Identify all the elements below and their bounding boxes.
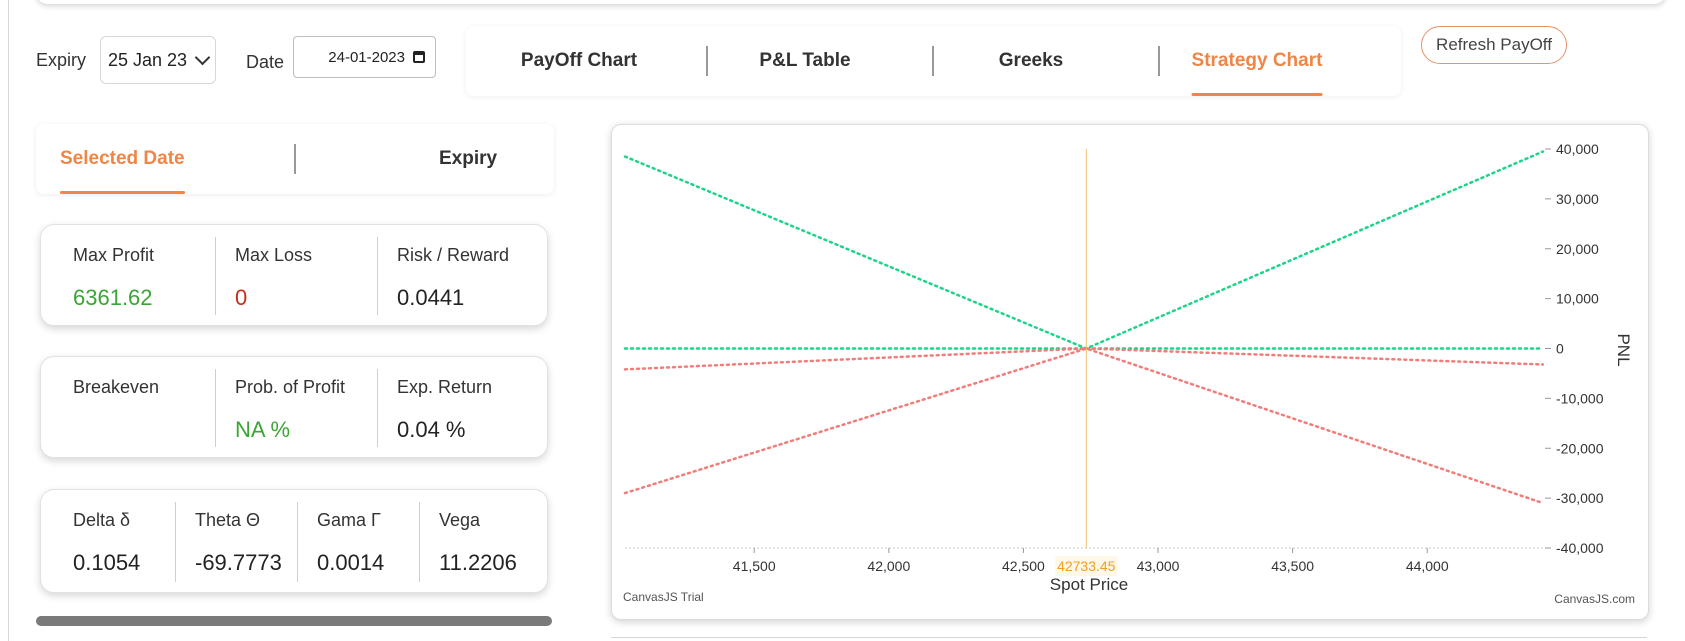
y-tick-label: -30,000 (1556, 490, 1604, 506)
top-panel-edge (36, 0, 1666, 4)
card-divider (297, 502, 298, 582)
spot-price-label-bg (1055, 556, 1118, 576)
expiry-label: Expiry (36, 50, 87, 70)
active-subtab-underline (60, 191, 185, 194)
x-tick-label: 44,000 (1406, 558, 1449, 574)
expiry-value: 25 Jan 23 (107, 49, 188, 70)
tab-pl-table[interactable]: P&L Table (759, 50, 851, 71)
y-tick-label: -10,000 (1556, 390, 1604, 406)
y-tick-label: 20,000 (1556, 241, 1599, 257)
tab-selected-date[interactable]: Selected Date (60, 124, 185, 194)
strategy-chart: 41,500 42,000 42,500 43,000 43,500 44,000 40,0… (623, 141, 1635, 606)
x-tick-label: 42,000 (867, 558, 910, 574)
card-divider (377, 237, 378, 315)
card-divider (215, 237, 216, 315)
active-tab-underline (1191, 93, 1323, 96)
greek-gamma: Gama Γ 0.0014 (317, 510, 385, 575)
x-tick-label: 41,500 (733, 558, 776, 574)
chevron-down-icon (194, 49, 211, 65)
breakeven-card: Breakeven Prob. of Profit NA % Exp. Retu… (40, 356, 548, 458)
stat-max-profit: Max Profit 6361.62 (73, 245, 155, 310)
greeks-card: Delta δ 0.1054 Theta Θ -69.7773 Gama Γ 0… (40, 489, 548, 593)
date-input[interactable]: 24-01-2023 (293, 36, 436, 78)
y-tick-label: 40,000 (1556, 141, 1599, 157)
chart-watermark-left: CanvasJS Trial (623, 590, 704, 604)
card-divider (377, 369, 378, 447)
tab-divider (932, 46, 934, 76)
stat-max-loss: Max Loss 0 (235, 245, 313, 310)
stat-risk-reward: Risk / Reward 0.0441 (397, 245, 510, 310)
greek-theta: Theta Θ -69.7773 (195, 510, 282, 575)
x-tick-label: 43,500 (1271, 558, 1314, 574)
y-tick-label: 10,000 (1556, 291, 1599, 307)
bottom-divider (611, 637, 1647, 638)
profit-loss-card: Max Profit 6361.62 Max Loss 0 Risk / Rew… (40, 224, 548, 326)
y-tick-label: 0 (1556, 341, 1564, 357)
chart-watermark-right: CanvasJS.com (1554, 592, 1635, 606)
greek-delta: Delta δ 0.1054 (73, 510, 141, 575)
date-mode-tabs: Selected Date Expiry (36, 124, 554, 194)
x-tick-label: 43,000 (1137, 558, 1180, 574)
card-divider (419, 502, 420, 582)
expiry-select[interactable]: 25 Jan 23 (100, 36, 216, 84)
y-tick-label: -20,000 (1556, 440, 1604, 456)
subtab-divider (294, 144, 296, 174)
series-line (623, 150, 1545, 350)
tab-expiry[interactable]: Expiry (439, 148, 498, 169)
card-divider (215, 369, 216, 447)
strategy-chart-card (611, 124, 1649, 620)
date-label: Date (246, 52, 285, 72)
tab-payoff-chart[interactable]: PayOff Chart (520, 50, 638, 71)
y-axis-title: PNL (1614, 333, 1633, 366)
series-line (623, 347, 1545, 505)
date-value: 24-01-2023 (328, 48, 405, 66)
tab-divider (706, 46, 708, 76)
stat-exp-return: Exp. Return 0.04 % (397, 377, 493, 442)
refresh-payoff-button[interactable]: Refresh PayOff (1421, 26, 1567, 64)
x-tick-label: 42,500 (1002, 558, 1045, 574)
stat-breakeven: Breakeven (73, 377, 160, 397)
tab-strategy-chart[interactable]: Strategy Chart (1144, 26, 1370, 96)
y-tick-label: 30,000 (1556, 191, 1599, 207)
left-border (8, 0, 9, 641)
spot-price-label: 42733.45 (1057, 558, 1116, 574)
x-axis-title: Spot Price (1050, 575, 1128, 594)
calendar-icon[interactable] (413, 51, 425, 63)
greek-vega: Vega 11.2206 (439, 510, 517, 575)
tab-divider (1158, 46, 1160, 76)
stat-prob-of-profit: Prob. of Profit NA % (235, 377, 346, 442)
series-line (623, 347, 1545, 371)
horizontal-scrollbar[interactable] (36, 616, 552, 626)
chart-tabbar: PayOff Chart P&L Table Greeks Strategy C… (466, 26, 1401, 96)
tab-greeks[interactable]: Greeks (998, 50, 1064, 71)
card-divider (175, 502, 176, 582)
y-tick-label: -40,000 (1556, 540, 1604, 556)
